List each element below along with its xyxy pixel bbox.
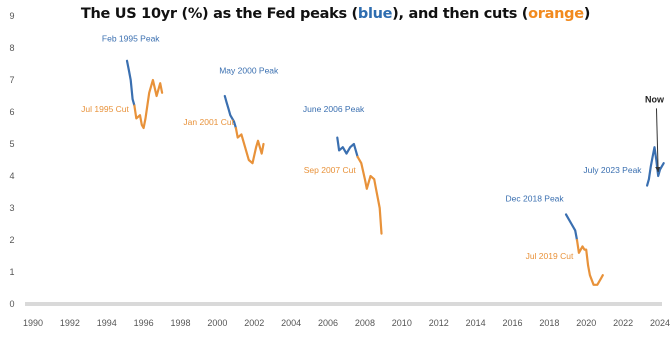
peak-series-line [564,213,579,242]
annotation-label: June 2006 Peak [303,104,365,114]
cut-series-line [356,155,383,235]
y-tick-label: 6 [9,107,14,117]
x-tick-label: 1992 [60,318,80,328]
y-axis-ticks: 0 1 2 3 4 5 6 7 8 9 [9,11,14,309]
annotation-label: Jul 2019 Cut [526,251,574,261]
annotation-label: Jan 2001 Cut [183,117,234,127]
title-suffix: ) [583,6,591,22]
x-tick-label: 2024 [650,318,670,328]
chart-title: The US 10yr (%) as the Fed peaks (blue),… [0,6,671,22]
series-layer [125,59,665,286]
x-tick-label: 1994 [97,318,117,328]
x-tick-label: 2016 [502,318,522,328]
annotation-label: May 2000 Peak [219,66,279,76]
x-tick-label: 2012 [429,318,449,328]
annotation-label: Feb 1995 Peak [102,34,160,44]
annotation-label: Sep 2007 Cut [304,165,357,175]
x-tick-label: 2000 [207,318,227,328]
x-tick-label: 2004 [281,318,301,328]
peak-series-line [336,136,359,158]
x-tick-label: 2018 [539,318,559,328]
x-tick-label: 2006 [318,318,338,328]
x-tick-label: 2022 [613,318,633,328]
x-tick-label: 1996 [134,318,154,328]
y-tick-label: 3 [9,203,14,213]
x-axis-line [25,302,662,306]
x-tick-label: 2020 [576,318,596,328]
x-tick-label: 2014 [466,318,486,328]
x-tick-label: 2008 [355,318,375,328]
now-label: Now [645,94,665,104]
cut-series-line [575,238,604,286]
peak-series-line [125,59,136,107]
now-arrow [655,108,659,173]
y-tick-label: 9 [9,11,14,21]
title-middle: ), and then cuts ( [392,6,529,22]
now-arrowhead [655,167,661,172]
x-tick-label: 2010 [392,318,412,328]
peak-series-line [645,146,665,187]
y-tick-label: 2 [9,235,14,245]
x-tick-label: 1998 [171,318,191,328]
y-tick-label: 5 [9,139,14,149]
title-prefix: The US 10yr (%) as the Fed peaks ( [80,6,358,22]
y-tick-label: 4 [9,171,14,181]
cut-series-line [234,126,265,165]
title-blue-word: blue [357,6,393,22]
annotation-label: Dec 2018 Peak [506,194,565,204]
annotation-layer: Feb 1995 Peak Jul 1995 Cut May 2000 Peak Ja… [81,34,665,262]
y-tick-label: 1 [9,267,14,277]
annotation-label: Jul 1995 Cut [81,104,129,114]
x-axis-ticks: 1990 1992 1994 1996 1998 2000 2002 2004 2006 2008… [23,318,670,328]
title-orange-word: orange [528,6,584,22]
y-tick-label: 7 [9,75,14,85]
x-tick-label: 1990 [23,318,43,328]
y-tick-label: 0 [9,299,14,309]
x-tick-label: 2002 [244,318,264,328]
annotation-label: July 2023 Peak [583,165,642,175]
y-tick-label: 8 [9,43,14,53]
peak-series-line [223,94,237,130]
cut-series-line [133,78,164,130]
